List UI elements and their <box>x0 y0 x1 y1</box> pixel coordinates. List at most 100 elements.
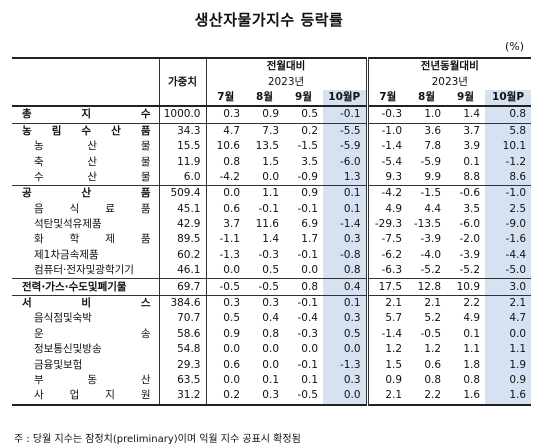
yoy-value: -1.2 <box>485 154 532 170</box>
mom-value: 0.3 <box>262 389 279 402</box>
mom-value: 0.1 <box>323 201 368 217</box>
yoy-value: -0.6 <box>459 187 481 200</box>
header-yoy-month: 9월 <box>457 90 474 103</box>
row-weight: 70.7 <box>158 311 206 327</box>
table-row: 화 학 제 품 89.5 -1.1 1.4 1.7 0.3 -7.5 -3.9 -2.0 -1.6 <box>12 232 532 248</box>
row-weight: 69.7 <box>158 278 206 296</box>
mom-value: 7.3 <box>262 124 279 137</box>
row-weight: 42.9 <box>158 216 206 233</box>
yoy-value: 0.0 <box>485 326 532 343</box>
row-label: 석탄및석유제품 <box>34 218 102 231</box>
yoy-value: 0.9 <box>365 372 408 389</box>
yoy-value: 0.1 <box>463 155 481 168</box>
yoy-value: 5.7 <box>365 311 408 327</box>
mom-value: -0.1 <box>297 297 319 310</box>
mom-value: -0.5 <box>297 389 319 402</box>
table-row: 총 지 수 1000.0 0.3 0.9 0.5 -0.1 -0.3 1.0 1.4 0.8 <box>12 106 532 124</box>
mom-value: 0.5 <box>262 264 279 277</box>
yoy-value: -13.5 <box>413 218 442 231</box>
yoy-value: 7.8 <box>424 140 442 153</box>
yoy-value: 1.2 <box>365 342 408 358</box>
yoy-value: 4.4 <box>424 202 442 215</box>
mom-value: 0.5 <box>301 108 318 121</box>
row-weight: 89.5 <box>158 232 206 248</box>
yoy-value: -1.0 <box>485 185 532 202</box>
header-mom-month: 7월 <box>205 89 245 107</box>
mom-value: -1.4 <box>323 216 368 233</box>
mom-value: 3.5 <box>301 155 318 168</box>
yoy-value: 2.5 <box>485 201 532 217</box>
yoy-value: 1.1 <box>485 342 532 358</box>
yoy-value: 2.2 <box>424 389 442 402</box>
mom-value: 0.8 <box>323 263 368 279</box>
yoy-value: 1.9 <box>485 357 532 373</box>
yoy-value: -4.2 <box>365 185 408 202</box>
row-weight: 54.8 <box>158 342 206 358</box>
unit-label: (%) <box>504 40 524 53</box>
row-label: 총 지 수 <box>22 108 151 121</box>
row-weight: 29.3 <box>158 357 206 373</box>
mom-value: -0.1 <box>258 202 280 215</box>
row-weight: 509.4 <box>158 185 206 202</box>
mom-value: 0.0 <box>205 263 245 279</box>
mom-value: 11.6 <box>255 218 279 231</box>
page-title: 생산자물가지수 등락률 <box>194 11 344 29</box>
mom-value: -0.5 <box>258 280 280 293</box>
table-row: 음식점및숙박 70.7 0.5 0.4 -0.4 0.3 5.7 5.2 4.9 4.7 <box>12 311 532 327</box>
mom-value: 13.5 <box>255 140 279 153</box>
mom-value: 0.5 <box>205 311 245 327</box>
yoy-value: 1.0 <box>424 108 442 121</box>
header-yoy: 전년동월대비 <box>365 58 532 75</box>
header-mom-month: 9월 <box>295 90 312 103</box>
yoy-value: 9.9 <box>424 170 442 183</box>
mom-value: -5.9 <box>323 138 368 155</box>
row-label: 수 산 물 <box>34 170 151 183</box>
row-weight: 34.3 <box>158 123 206 139</box>
yoy-value: 3.0 <box>485 278 532 296</box>
mom-value: 0.9 <box>205 326 245 343</box>
row-weight: 15.5 <box>158 138 206 155</box>
row-weight: 45.1 <box>158 201 206 217</box>
table-row: 컴퓨터·전자및광학기기 46.1 0.0 0.5 0.0 0.8 -6.3 -5.2 -5.2-… <box>12 263 532 279</box>
row-label: 음 식 료 품 <box>34 202 151 215</box>
yoy-value: 4.9 <box>365 201 408 217</box>
mom-value: 0.0 <box>323 342 368 358</box>
header-yoy-year: 2023년 <box>365 74 532 90</box>
table-row: 음 식 료 품 45.1 0.6 -0.1 -0.1 0.1 4.9 4.4 3.5 2.5 <box>12 201 532 217</box>
yoy-value: 2.2 <box>463 297 481 310</box>
header-blank <box>12 58 159 106</box>
mom-value: -0.1 <box>297 358 319 371</box>
yoy-value: 1.5 <box>365 357 408 373</box>
ppi-table: 가중치 전월대비 전년동월대비 2023년 2023년 7월 8월 9월 10월P 7월… <box>12 57 532 406</box>
mom-value: -1.3 <box>323 357 368 373</box>
mom-value: 0.6 <box>205 357 245 373</box>
row-weight: 46.1 <box>158 263 206 279</box>
mom-value: 0.3 <box>262 297 279 310</box>
row-label: 부 동 산 <box>34 374 151 386</box>
header-yoy-month: 7월 <box>365 89 408 107</box>
mom-value: -1.5 <box>297 140 319 153</box>
mom-value: 10.6 <box>205 138 245 155</box>
mom-value: -0.1 <box>297 202 319 215</box>
table-row: 축 산 물 11.9 0.8 1.5 3.5 -6.0 -5.4 -5.9 0.1 -1.2 <box>12 154 532 170</box>
row-label: 서 비 스 <box>22 297 151 310</box>
mom-value: -5.5 <box>323 123 368 139</box>
yoy-value: 5.8 <box>485 123 532 139</box>
row-weight: 384.6 <box>158 295 206 312</box>
mom-value: -6.0 <box>323 154 368 170</box>
row-label: 축 산 물 <box>34 155 151 168</box>
yoy-value: -4.4 <box>485 247 532 264</box>
yoy-value: -1.6 <box>485 232 532 248</box>
mom-value: -0.3 <box>297 327 319 340</box>
mom-value: 3.7 <box>205 216 245 233</box>
mom-value: 0.2 <box>205 388 245 405</box>
mom-value: 0.3 <box>205 295 245 312</box>
yoy-value: 8.6 <box>485 169 532 186</box>
yoy-value: 2.1 <box>424 297 442 310</box>
row-label: 화 학 제 품 <box>34 233 151 246</box>
yoy-value: 0.8 <box>463 374 481 386</box>
mom-value: 0.0 <box>262 170 279 183</box>
table-row: 운 송 58.6 0.9 0.8 -0.3 0.5 -1.4 -0.5 0.1 0.0 <box>12 326 532 343</box>
mom-value: 1.5 <box>262 155 279 168</box>
mom-value: -4.2 <box>205 169 245 186</box>
